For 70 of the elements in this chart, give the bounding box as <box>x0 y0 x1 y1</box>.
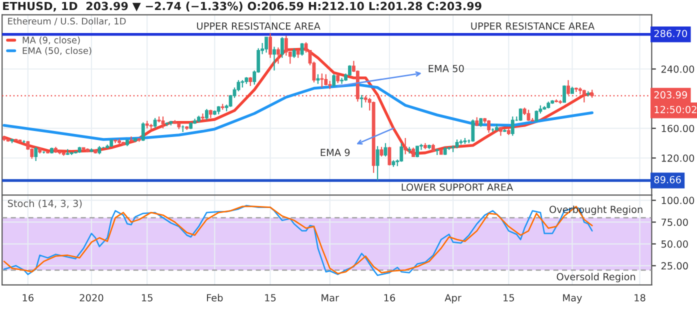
x-tick-label: Apr <box>444 294 462 304</box>
ref-line-label: 203.99 <box>654 91 687 99</box>
y-tick-label: 50.00 <box>661 240 688 248</box>
candlestick <box>130 136 133 142</box>
candlestick <box>400 142 404 162</box>
candlestick <box>562 84 566 103</box>
candlestick <box>276 46 280 64</box>
x-tick-label: 18 <box>634 294 646 302</box>
x-tick-label: May <box>563 294 582 304</box>
candlestick <box>284 35 288 56</box>
x-tick-label: 2020 <box>80 294 104 302</box>
x-tick-label: Mar <box>322 294 340 302</box>
candlestick <box>264 36 268 54</box>
candlestick <box>316 74 320 84</box>
candlestick <box>332 74 336 88</box>
candlestick <box>201 112 204 120</box>
candlestick <box>376 146 380 181</box>
annotation: EMA 9 <box>320 148 350 156</box>
candlestick <box>360 94 364 108</box>
candlestick <box>320 72 324 88</box>
x-tick-label: 16 <box>384 294 396 302</box>
candlestick <box>204 108 208 121</box>
y-tick-label: 75.00 <box>662 218 688 226</box>
candlestick <box>272 46 276 72</box>
annotation: Oversold Region <box>556 272 636 282</box>
x-tick-label: 16 <box>22 294 34 302</box>
candlestick <box>471 118 475 142</box>
legend-label: MA (9, close) <box>22 36 80 45</box>
candlestick <box>526 109 530 122</box>
text: 12:50:02 <box>654 106 696 114</box>
chart-subtitle: Ethereum / U.S. Dollar, 1D <box>8 18 126 26</box>
candlestick <box>161 116 165 129</box>
y-tick-label: 120.00 <box>662 154 694 162</box>
candlestick <box>384 142 388 158</box>
y-tick-label: 25.00 <box>661 262 688 270</box>
candlestick <box>292 48 296 58</box>
candlestick <box>510 116 514 136</box>
candlestick <box>487 120 491 134</box>
candlestick <box>141 122 145 142</box>
candlestick <box>340 77 344 84</box>
annotation: EMA 50 <box>428 64 464 72</box>
chart-title: ETHUSD, 1D 203.99 ▼ −2.74 (−1.33%) O:206.59 H:212.10 L:201.28 C:203.99 <box>3 2 482 12</box>
annotation: UPPER RESISTANCE AREA <box>197 22 320 30</box>
candlestick <box>153 117 157 129</box>
candlestick <box>324 74 328 86</box>
candlestick <box>280 36 284 58</box>
candlestick <box>380 146 384 158</box>
candlestick <box>58 150 62 155</box>
y-tick-label: 160.00 <box>662 124 694 132</box>
y-tick-label: 240.00 <box>661 65 694 73</box>
candlestick <box>268 32 272 58</box>
line-series <box>2 83 594 141</box>
candlestick <box>582 89 586 103</box>
annotation: LOWER SUPPORT AREA <box>402 183 514 191</box>
annotation: UPPER RESISTANCE AREA <box>471 22 595 30</box>
ref-line-label: 89.66 <box>654 176 681 184</box>
candlestick <box>416 146 419 158</box>
x-tick-label: Feb <box>207 294 223 302</box>
annotation: Stoch (14, 3, 3) <box>8 200 82 208</box>
candlestick <box>574 86 578 93</box>
ref-line-label: 286.70 <box>654 30 688 38</box>
candlestick <box>34 146 38 162</box>
candlestick <box>404 137 408 155</box>
y-tick-label: 100.00 <box>662 196 694 204</box>
x-tick-label: 15 <box>142 294 152 302</box>
candlestick <box>300 42 304 56</box>
legend-label: EMA (50, close) <box>22 47 92 56</box>
x-tick-label: 15 <box>265 294 276 302</box>
candlestick <box>518 108 522 122</box>
x-tick-label: 15 <box>504 294 514 302</box>
